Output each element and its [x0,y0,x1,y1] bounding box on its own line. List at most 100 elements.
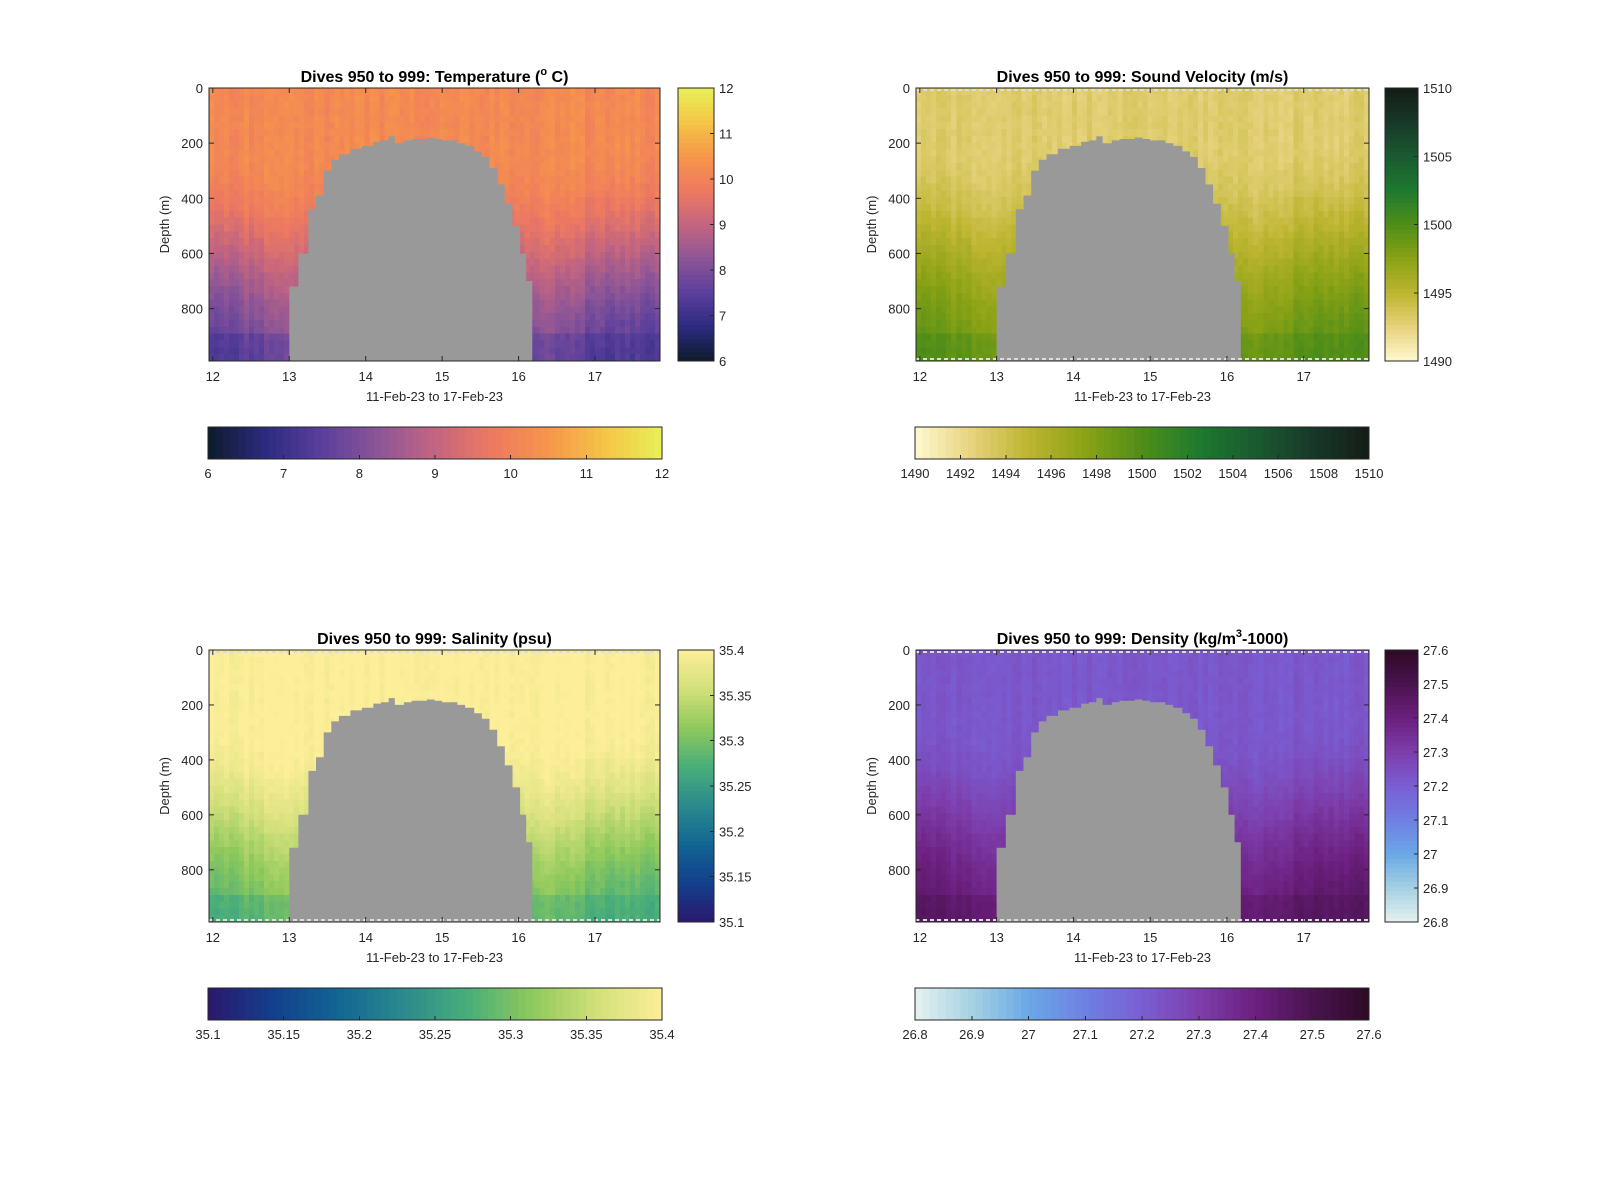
heatmap-cell [514,169,521,178]
heatmap-cell [489,94,496,103]
heatmap-cell [991,244,998,253]
heatmap-cell [604,320,611,328]
heatmap-cell [244,122,250,130]
heatmap-cell [649,244,656,253]
heatmap-cell [604,163,611,171]
heatmap-cell [559,238,566,246]
heatmap-cell [931,204,937,212]
heatmap-cell [569,251,576,260]
heatmap-cell [304,128,310,137]
heatmap-cell [569,88,576,96]
heatmap-cell [599,122,606,130]
heatmap-cell [264,285,270,294]
heatmap-cell [299,169,305,178]
heatmap-cell [1011,156,1018,164]
heatmap-cell [574,272,581,280]
heatmap-cell [474,115,481,123]
heatmap-cell [534,224,541,232]
heatmap-cell [219,285,225,294]
heatmap-cell [926,217,932,226]
heatmap-cell [961,299,967,307]
heatmap-cell [219,176,225,185]
heatmap-cell [594,142,601,151]
heatmap-cell [439,115,446,123]
heatmap-cell [574,265,581,273]
heatmap-cell [469,94,476,103]
heatmap-cell [926,156,932,164]
heatmap-cell [624,183,631,191]
colorbar-segment [678,320,714,326]
heatmap-cell [1046,101,1053,110]
heatmap-cell [284,258,290,267]
heatmap-cell [986,224,993,232]
heatmap-cell [559,231,566,239]
heatmap-cell [279,306,285,314]
heatmap-cell [524,108,531,116]
heatmap-cell [1061,128,1068,137]
heatmap-cell [926,320,932,328]
heatmap-cell [279,265,285,273]
heatmap-cell [529,190,536,198]
heatmap-cell [554,292,561,301]
heatmap-cell [619,313,626,321]
heatmap-cell [419,94,426,103]
heatmap-cell [554,94,561,103]
heatmap-cell [629,258,636,267]
heatmap-cell [219,115,225,123]
heatmap-cell [634,149,641,157]
heatmap-cell [449,94,456,103]
heatmap-cell [499,108,506,116]
heatmap-cell [219,299,225,307]
heatmap-cell [609,197,616,205]
heatmap-cell [259,101,265,110]
colorbar-segment [678,179,714,185]
heatmap-cell [519,94,526,103]
heatmap-cell [524,204,531,212]
heatmap-cell [274,149,280,157]
heatmap-cell [634,210,641,219]
colorbar-segment [586,427,595,459]
heatmap-cell [609,313,616,321]
heatmap-cell [971,176,977,185]
heatmap-cell [609,94,616,103]
heatmap-cell [981,292,988,301]
heatmap-cell [649,204,656,212]
heatmap-cell [1026,88,1033,96]
heatmap-cell [554,265,561,273]
heatmap-cell [1031,115,1038,123]
heatmap-cell [374,122,380,130]
heatmap-cell [249,101,255,110]
heatmap-cell [1021,135,1028,144]
heatmap-cell [986,320,993,328]
heatmap-cell [584,149,591,157]
heatmap-cell [569,272,576,280]
heatmap-cell [289,122,295,130]
heatmap-cell [334,94,340,103]
heatmap-cell [469,88,476,96]
heatmap-cell [956,347,962,355]
heatmap-cell [941,190,947,198]
heatmap-cell [309,115,315,123]
heatmap-cell [224,197,230,205]
heatmap-cell [564,169,571,178]
x-tick-label: 13 [282,369,296,384]
heatmap-cell [479,149,486,157]
heatmap-cell [439,128,446,137]
heatmap-cell [274,101,280,110]
heatmap-cell [269,142,275,151]
heatmap-cell [986,210,993,219]
heatmap-cell [569,292,576,301]
heatmap-cell [534,340,541,348]
heatmap-cell [444,128,451,137]
heatmap-cell [926,101,932,110]
heatmap-cell [649,101,656,110]
heatmap-cell [644,285,651,294]
heatmap-cell [629,313,636,321]
heatmap-cell [931,183,937,191]
heatmap-cell [604,251,611,260]
heatmap-cell [956,238,962,246]
heatmap-cell [559,94,566,103]
heatmap-cell [229,190,235,198]
heatmap-cell [649,176,656,185]
heatmap-cell [549,231,556,239]
